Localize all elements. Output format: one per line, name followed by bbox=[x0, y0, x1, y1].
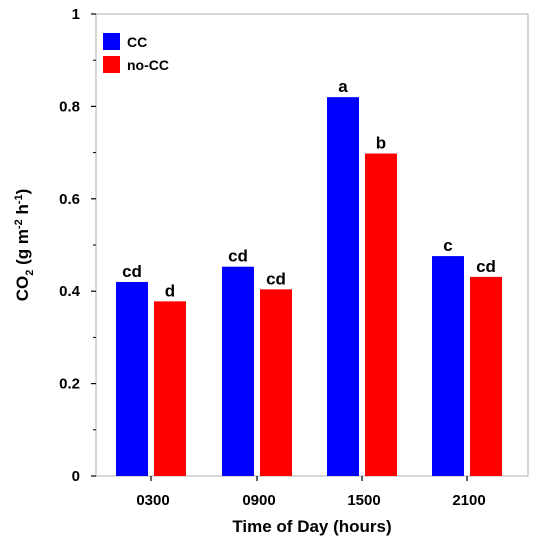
bars-group bbox=[116, 97, 502, 477]
x-tick-label: 2100 bbox=[452, 492, 485, 509]
bar-letter-label: cd bbox=[228, 247, 248, 266]
y-tick-label: 1 bbox=[72, 6, 80, 23]
bar-letter-label: b bbox=[376, 134, 386, 153]
y-title-exp2: -1 bbox=[13, 194, 25, 204]
y-tick-label: 0.6 bbox=[59, 191, 80, 208]
x-tick-label: 1500 bbox=[347, 492, 380, 509]
bar-letter-label: cd bbox=[476, 257, 496, 276]
y-axis-title: CO2 (g m-2 h-1) bbox=[13, 189, 36, 302]
bar-no-cc bbox=[365, 153, 397, 477]
x-axis: 0300 0900 1500 2100 bbox=[136, 476, 486, 509]
y-axis: 0 0.2 0.4 0.6 0.8 1 bbox=[59, 6, 96, 485]
bar-cc bbox=[432, 256, 464, 476]
y-title-unit-post: ) bbox=[13, 189, 32, 195]
bar-cc bbox=[116, 281, 148, 476]
y-title-main: CO bbox=[13, 276, 32, 302]
legend-label-no-cc: no-CC bbox=[127, 57, 169, 73]
legend-label-cc: CC bbox=[127, 34, 147, 50]
x-tick-label: 0300 bbox=[136, 492, 169, 509]
bar-letter-label: cd bbox=[266, 269, 286, 288]
x-tick-label: 0900 bbox=[242, 492, 275, 509]
y-tick-label: 0 bbox=[72, 468, 80, 485]
bar-no-cc bbox=[260, 289, 292, 476]
y-tick-label: 0.4 bbox=[59, 283, 81, 300]
y-title-sub: 2 bbox=[24, 270, 36, 276]
bar-letter-label: a bbox=[338, 77, 348, 96]
bar-no-cc bbox=[154, 301, 186, 476]
bar-letter-label: c bbox=[443, 236, 452, 255]
bar-no-cc bbox=[470, 276, 502, 476]
x-axis-title: Time of Day (hours) bbox=[232, 517, 391, 536]
bar-cc bbox=[222, 266, 254, 476]
bar-letter-label: cd bbox=[122, 262, 142, 281]
bar-cc bbox=[327, 97, 359, 476]
y-title-exp1: -2 bbox=[13, 219, 25, 229]
legend-swatch-cc bbox=[103, 33, 120, 50]
bar-letter-label: d bbox=[165, 281, 175, 300]
legend: CC no-CC bbox=[103, 33, 169, 73]
legend-swatch-no-cc bbox=[103, 56, 120, 73]
y-title-unit-pre: (g m bbox=[13, 229, 32, 270]
y-title-unit-mid: h bbox=[13, 204, 32, 219]
y-tick-label: 0.8 bbox=[59, 98, 80, 115]
y-tick-label: 0.2 bbox=[59, 376, 80, 393]
